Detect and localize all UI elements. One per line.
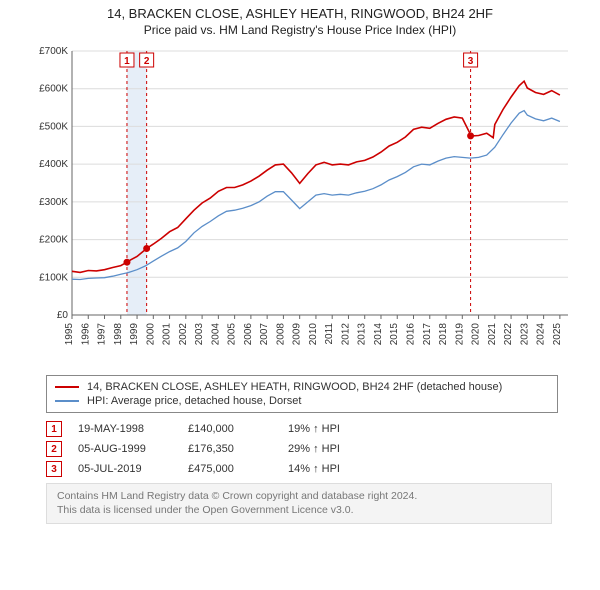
svg-text:2011: 2011 xyxy=(324,323,335,345)
svg-text:£400K: £400K xyxy=(39,159,68,170)
svg-text:£100K: £100K xyxy=(39,272,68,283)
event-marker-icon: 3 xyxy=(46,461,62,477)
event-date: 05-AUG-1999 xyxy=(78,443,188,455)
svg-text:2002: 2002 xyxy=(178,323,189,346)
price-chart: £0 £100K £200K £300K £400K £500K £600K £700K 199… xyxy=(26,45,574,365)
svg-text:£600K: £600K xyxy=(39,84,68,95)
svg-text:1995: 1995 xyxy=(64,323,75,346)
svg-text:1996: 1996 xyxy=(80,323,91,346)
event-list: 1 19-MAY-1998£140,00019% ↑ HPI 2 05-AUG-199… xyxy=(46,419,592,479)
svg-text:2010: 2010 xyxy=(308,323,319,346)
event-marker-icon: 2 xyxy=(46,441,62,457)
event-delta: 29% ↑ HPI xyxy=(288,443,408,455)
legend-label-hpi: HPI: Average price, detached house, Dors… xyxy=(87,395,301,407)
svg-text:£500K: £500K xyxy=(39,121,68,132)
legend-row-property: 14, BRACKEN CLOSE, ASHLEY HEATH, RINGWOO… xyxy=(55,380,549,394)
svg-text:2024: 2024 xyxy=(536,323,547,346)
svg-text:£300K: £300K xyxy=(39,197,68,208)
svg-text:2013: 2013 xyxy=(357,323,368,346)
svg-text:2009: 2009 xyxy=(292,323,303,346)
svg-text:2001: 2001 xyxy=(162,323,173,346)
legend-swatch-hpi xyxy=(55,400,79,402)
event-price: £140,000 xyxy=(188,423,288,435)
svg-text:2000: 2000 xyxy=(145,323,156,346)
chart-title-line1: 14, BRACKEN CLOSE, ASHLEY HEATH, RINGWOO… xyxy=(0,6,600,21)
event-row: 1 19-MAY-1998£140,00019% ↑ HPI xyxy=(46,419,592,439)
svg-text:2020: 2020 xyxy=(471,323,482,346)
svg-text:3: 3 xyxy=(468,56,474,67)
footer-line2: This data is licensed under the Open Gov… xyxy=(57,504,541,518)
event-date: 05-JUL-2019 xyxy=(78,463,188,475)
event-delta: 14% ↑ HPI xyxy=(288,463,408,475)
svg-text:2025: 2025 xyxy=(552,323,563,346)
event-row: 2 05-AUG-1999£176,35029% ↑ HPI xyxy=(46,439,592,459)
legend-row-hpi: HPI: Average price, detached house, Dors… xyxy=(55,394,549,408)
svg-text:2003: 2003 xyxy=(194,323,205,346)
svg-text:2012: 2012 xyxy=(340,323,351,346)
svg-text:2023: 2023 xyxy=(519,323,530,346)
svg-text:1997: 1997 xyxy=(97,323,108,346)
legend-label-property: 14, BRACKEN CLOSE, ASHLEY HEATH, RINGWOO… xyxy=(87,381,502,393)
legend-swatch-property xyxy=(55,386,79,388)
svg-text:£0: £0 xyxy=(57,310,69,321)
svg-text:1: 1 xyxy=(124,56,130,67)
svg-text:£700K: £700K xyxy=(39,46,68,57)
svg-text:2014: 2014 xyxy=(373,323,384,346)
svg-text:2005: 2005 xyxy=(227,323,238,346)
attribution-footer: Contains HM Land Registry data © Crown c… xyxy=(46,483,552,524)
event-price: £176,350 xyxy=(188,443,288,455)
event-row: 3 05-JUL-2019£475,00014% ↑ HPI xyxy=(46,459,592,479)
svg-text:2019: 2019 xyxy=(454,323,465,346)
chart-title-block: 14, BRACKEN CLOSE, ASHLEY HEATH, RINGWOO… xyxy=(0,0,600,41)
footer-line1: Contains HM Land Registry data © Crown c… xyxy=(57,490,541,504)
event-price: £475,000 xyxy=(188,463,288,475)
event-marker-icon: 1 xyxy=(46,421,62,437)
event-date: 19-MAY-1998 xyxy=(78,423,188,435)
svg-text:2007: 2007 xyxy=(259,323,270,346)
svg-text:2017: 2017 xyxy=(422,323,433,346)
svg-text:£200K: £200K xyxy=(39,235,68,246)
svg-text:2018: 2018 xyxy=(438,323,449,346)
chart-title-line2: Price paid vs. HM Land Registry's House … xyxy=(0,23,600,37)
svg-text:2006: 2006 xyxy=(243,323,254,346)
legend: 14, BRACKEN CLOSE, ASHLEY HEATH, RINGWOO… xyxy=(46,375,558,413)
event-delta: 19% ↑ HPI xyxy=(288,423,408,435)
svg-text:1999: 1999 xyxy=(129,323,140,346)
svg-text:1998: 1998 xyxy=(113,323,124,346)
svg-text:2004: 2004 xyxy=(210,323,221,346)
svg-text:2016: 2016 xyxy=(406,323,417,346)
svg-text:2015: 2015 xyxy=(389,323,400,346)
svg-text:2: 2 xyxy=(144,56,150,67)
svg-text:2008: 2008 xyxy=(275,323,286,346)
svg-text:2022: 2022 xyxy=(503,323,514,346)
svg-text:2021: 2021 xyxy=(487,323,498,346)
